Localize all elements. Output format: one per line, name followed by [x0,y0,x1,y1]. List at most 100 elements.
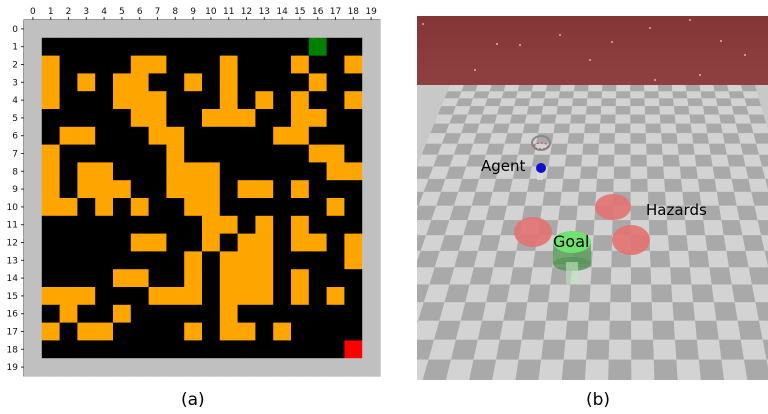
floor-tile [382,285,409,303]
wall-cell [113,20,132,39]
free-cell [291,144,310,163]
free-cell [273,251,292,270]
free-cell [219,144,238,163]
floor-tile [726,154,746,167]
floor-tile [704,114,721,124]
free-cell [166,269,185,288]
wall-cell [24,233,43,252]
floor-tile [447,85,464,92]
free-cell [95,251,114,270]
free-cell [59,251,78,270]
free-cell [59,215,78,234]
free-cell [95,91,114,110]
goal-cylinder [553,231,591,284]
free-cell [148,251,167,270]
floor-tile [650,267,672,285]
wall-cell [59,20,78,39]
floor-tile [441,178,463,192]
free-cell [273,198,292,217]
star-dot [496,43,498,45]
free-cell [202,304,221,323]
obstacle-cell [326,198,345,217]
floor-tile [461,123,480,134]
obstacle-cell [237,322,256,341]
x-tick-label: 14 [276,7,288,17]
floor-tile [600,114,616,124]
floor-tile [645,114,661,124]
floor-tile [513,250,536,268]
free-cell [273,162,292,181]
floor-tile [453,143,474,155]
free-cell [184,144,203,163]
floor-tile [671,284,694,303]
wall-cell [24,144,43,163]
obstacle-cell [255,91,274,110]
wall-cell [362,215,381,234]
floor-tile [445,359,474,380]
y-tick-label: 11 [7,221,18,231]
floor-tile [578,178,597,192]
floor-tile [753,133,768,144]
floor-tile [734,302,759,321]
hazard-top-right [595,194,631,220]
floor-tile [694,154,713,167]
floor-tile [475,178,496,192]
floor-tile [658,98,674,107]
floor-tile [677,143,695,155]
star-dot [589,59,591,61]
floor-tile [667,220,687,236]
floor-tile [462,166,483,179]
floor-tile [517,85,534,92]
floor-tile [530,91,546,99]
free-cell [255,162,274,181]
free-cell [237,144,256,163]
floor-tile [499,154,518,167]
floor-tile [524,302,549,321]
obstacle-cell [130,109,149,128]
free-cell [237,91,256,110]
free-cell [95,55,114,74]
star-dot [744,54,746,56]
free-cell [95,304,114,323]
obstacle-cell [130,233,149,252]
floor-tile [545,85,561,92]
free-cell [273,180,292,199]
free-cell [166,198,185,217]
grid-cells [24,20,381,377]
floor-tile [528,98,545,107]
wall-cell [362,20,381,39]
floor-tile [709,267,732,285]
obstacle-cell [59,198,78,217]
free-cell [202,144,221,163]
obstacle-cell [77,180,96,199]
wall-cell [362,162,381,181]
floor-tile [473,339,500,360]
floor-tile [486,284,510,303]
floor-tile [764,250,768,267]
floor-tile [530,267,553,285]
obstacle-cell [184,73,203,92]
floor-tile [473,91,490,99]
floor-tile [614,154,631,167]
wall-cell [362,269,381,288]
floor-tile [493,250,517,268]
floor-tile [417,267,435,285]
floor-tile [524,114,542,124]
free-cell [326,73,345,92]
floor-tile [436,191,459,206]
wall-cell [24,251,43,270]
floor-tile [417,220,432,236]
x-tick-label: 4 [101,7,107,17]
floor-tile [714,302,738,321]
floor-tile [733,114,751,124]
obstacle-cell [308,144,327,163]
obstacle-cell [148,109,167,128]
floor-tile [616,91,631,99]
free-cell [148,180,167,199]
floor-tile [614,143,631,155]
free-cell [148,322,167,341]
free-cell [326,180,345,199]
floor-tile [724,143,743,155]
floor-tile [653,359,678,380]
wall-cell [362,304,381,323]
